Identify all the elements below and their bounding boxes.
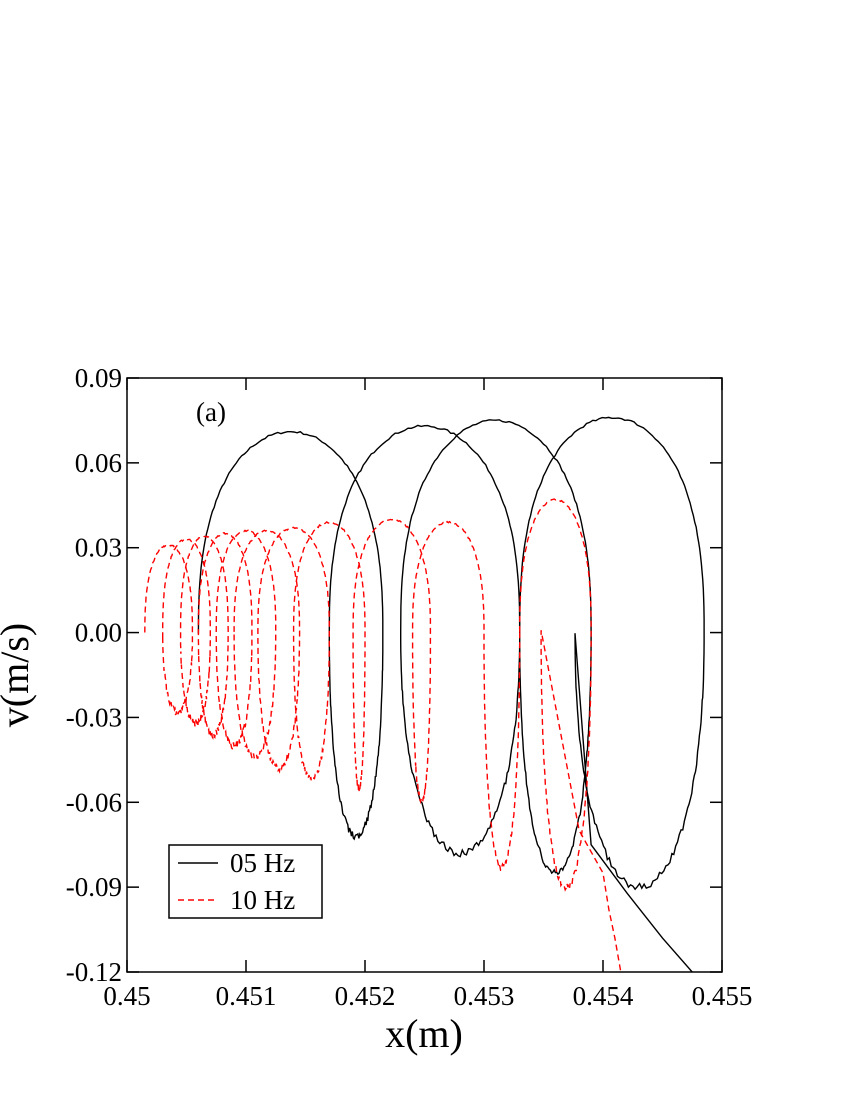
- series-05hz: [197, 416, 705, 972]
- x-tick-label: 0.453: [454, 981, 515, 1011]
- panel-label: (a): [196, 397, 226, 427]
- legend-label-05hz: 05 Hz: [230, 848, 295, 878]
- x-tick-label: 0.455: [692, 981, 753, 1011]
- plot-frame: [126, 377, 723, 973]
- y-tick-label: 0.09: [75, 363, 122, 393]
- x-tick-label: 0.451: [216, 981, 277, 1011]
- series-line: [144, 498, 622, 972]
- legend: 05 Hz 10 Hz: [168, 844, 323, 919]
- legend-label-10hz: 10 Hz: [230, 885, 295, 915]
- x-tick-label: 0.452: [335, 981, 396, 1011]
- y-tick-label: -0.12: [66, 957, 122, 987]
- y-tick-label: -0.03: [66, 702, 122, 732]
- curves-layer: [144, 416, 705, 972]
- x-tick-label: 0.45: [103, 981, 150, 1011]
- y-tick-label: 0.00: [75, 618, 122, 648]
- y-axis: 0.09 0.06 0.03 0.00 -0.03 -0.06 -0.09 -0.12: [66, 363, 722, 987]
- y-tick-label: 0.03: [75, 533, 122, 563]
- x-axis: 0.45 0.451 0.452 0.453 0.454 0.455: [103, 378, 752, 1011]
- y-axis-title: v(m/s): [0, 623, 37, 727]
- y-tick-label: -0.06: [66, 787, 122, 817]
- x-tick-label: 0.454: [573, 981, 634, 1011]
- y-tick-label: 0.06: [75, 448, 122, 478]
- x-axis-title: x(m): [385, 1011, 463, 1056]
- y-tick-label: -0.09: [66, 872, 122, 902]
- series-line: [197, 416, 705, 972]
- series-10hz: [144, 498, 622, 972]
- legend-box: [168, 844, 323, 919]
